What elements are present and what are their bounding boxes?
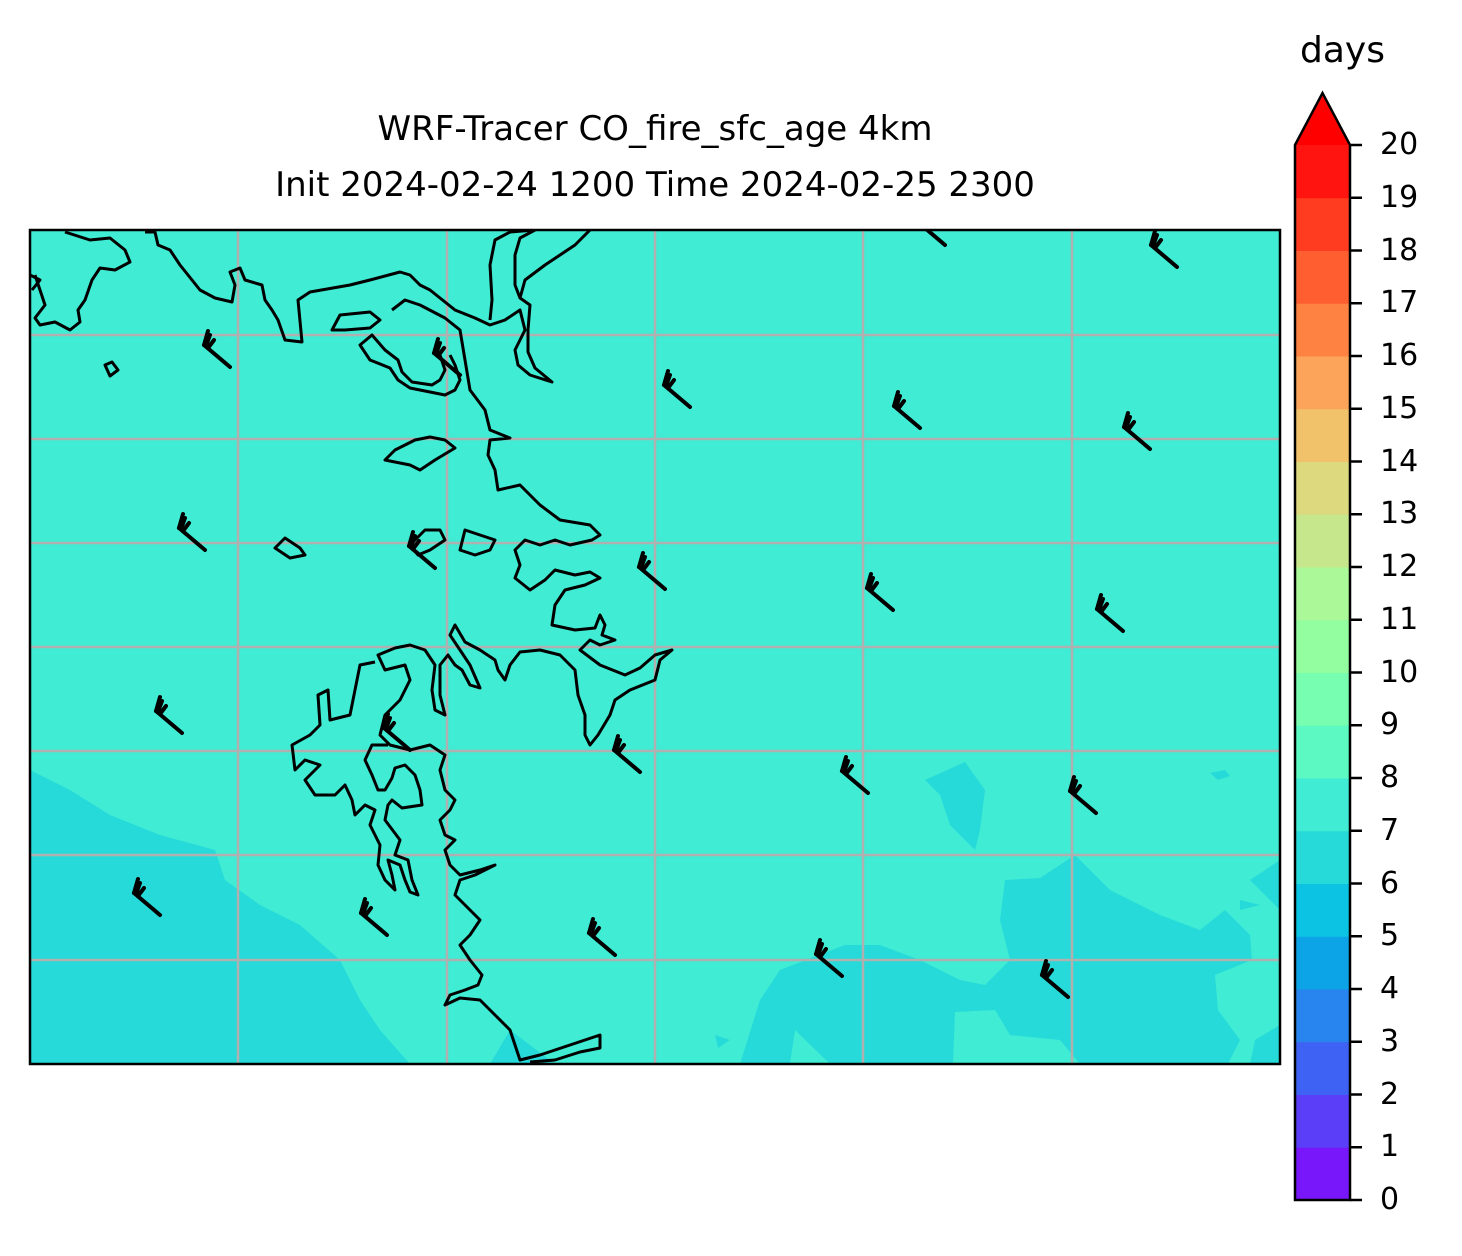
colorbar-segment — [1295, 408, 1350, 462]
chart-title-line1: WRF-Tracer CO_fire_sfc_age 4km — [377, 109, 933, 149]
colorbar-tick-label: 5 — [1380, 918, 1400, 954]
colorbar-tick-label: 19 — [1380, 179, 1419, 215]
wind-barb — [1068, 775, 1098, 815]
colorbar-tick-label: 12 — [1380, 549, 1419, 584]
colorbar-segment — [1295, 725, 1350, 779]
colorbar-segment — [1295, 1094, 1350, 1148]
colorbar-tick-label: 4 — [1380, 971, 1400, 1006]
colorbar-tick-label: 15 — [1380, 390, 1419, 426]
wind-barb — [1095, 593, 1125, 633]
colorbar-tick-label: 6 — [1380, 865, 1400, 901]
wind-barb — [612, 734, 642, 774]
wind-barb — [814, 938, 844, 978]
colorbar-segment — [1295, 883, 1350, 937]
wind-barb — [662, 369, 692, 409]
wind-barb — [1149, 230, 1179, 269]
coastlines — [30, 230, 674, 1064]
wind-barb — [1040, 959, 1070, 999]
colorbar-segment — [1295, 303, 1350, 357]
colorbar-segment — [1295, 619, 1350, 673]
colorbar-tick-label: 14 — [1380, 443, 1419, 479]
wind-barb — [924, 230, 947, 247]
colorbar-label: days — [1300, 30, 1385, 71]
colorbar-tick-label: 16 — [1380, 338, 1419, 373]
wind-barb — [132, 877, 162, 917]
colorbar-tick-label: 17 — [1380, 285, 1419, 321]
colorbar-tick-label: 20 — [1380, 127, 1419, 162]
colorbar-tick-label: 9 — [1380, 707, 1400, 743]
colorbar-segment — [1295, 250, 1350, 304]
colorbar-segment — [1295, 514, 1350, 568]
wind-barb — [407, 530, 437, 570]
colorbar-tick-label: 1 — [1380, 1129, 1400, 1165]
field-6-7-days — [30, 762, 1280, 1064]
map-frame — [28, 228, 1282, 1066]
wind-barb — [840, 755, 870, 795]
colorbar-tick-label: 13 — [1380, 496, 1419, 532]
wind-barb — [1122, 411, 1152, 451]
colorbar-tick-label: 2 — [1380, 1076, 1400, 1112]
colorbar-segment — [1295, 461, 1350, 515]
colorbar-segment — [1295, 356, 1350, 410]
colorbar-segment — [1295, 1041, 1350, 1095]
colorbar-tick-label: 3 — [1380, 1023, 1400, 1059]
colorbar-extend-arrow — [1295, 93, 1350, 145]
wind-barb — [154, 695, 184, 735]
wind-barb — [382, 712, 412, 752]
colorbar-tick-label: 8 — [1380, 760, 1400, 795]
wind-barb — [432, 337, 462, 377]
colorbar-tick-label: 0 — [1380, 1182, 1400, 1217]
wind-barbs — [132, 230, 1179, 999]
wind-barb — [865, 572, 895, 612]
wind-barb — [202, 329, 232, 369]
colorbar-tick-label: 18 — [1380, 232, 1419, 268]
gridlines — [30, 230, 1280, 1064]
wind-barb — [359, 897, 389, 937]
colorbar-segment — [1295, 197, 1350, 251]
wind-barb — [587, 917, 617, 957]
chart-title-line2: Init 2024-02-24 1200 Time 2024-02-25 230… — [275, 165, 1035, 205]
colorbar-segment — [1295, 989, 1350, 1043]
colorbar-segment — [1295, 672, 1350, 726]
colorbar — [1293, 90, 1362, 1202]
wind-barb — [637, 551, 667, 591]
colorbar-segment — [1295, 567, 1350, 621]
colorbar-tick-label: 11 — [1380, 601, 1419, 637]
colorbar-segment — [1295, 1147, 1350, 1201]
wind-barb — [892, 390, 922, 430]
wind-barb — [177, 512, 207, 552]
colorbar-tick-label: 10 — [1380, 654, 1419, 690]
colorbar-segment — [1295, 778, 1350, 832]
colorbar-tick-label: 7 — [1380, 812, 1400, 848]
colorbar-segment — [1295, 936, 1350, 990]
colorbar-segment — [1295, 830, 1350, 884]
colorbar-segment — [1295, 145, 1350, 199]
